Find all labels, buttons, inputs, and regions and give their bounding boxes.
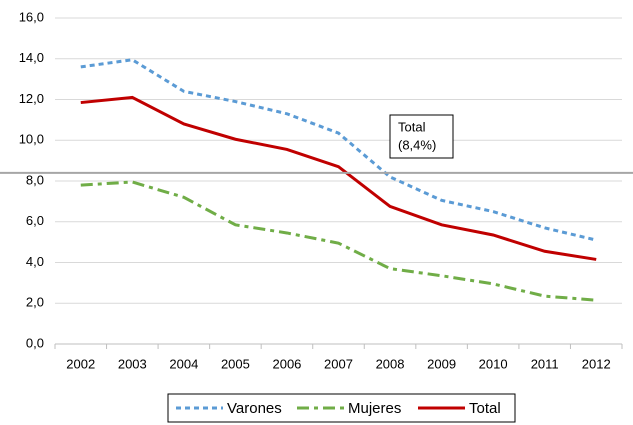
series-line	[80, 58, 597, 242]
annotation-text: Total	[398, 119, 426, 134]
x-tick-label: 2006	[272, 356, 301, 371]
y-tick-label: 0,0	[26, 335, 44, 350]
x-tick-label: 2008	[376, 356, 405, 371]
y-tick-label: 10,0	[19, 132, 44, 147]
series-line	[80, 180, 597, 302]
y-tick-label: 14,0	[19, 50, 44, 65]
x-tick-label: 2009	[427, 356, 456, 371]
y-tick-label: 4,0	[26, 254, 44, 269]
x-tick-label: 2011	[531, 356, 559, 371]
legend-label: Mujeres	[348, 400, 401, 417]
y-tick-label: 12,0	[19, 91, 44, 106]
y-tick-label: 8,0	[26, 172, 44, 187]
x-tick-label: 2012	[582, 356, 611, 371]
y-tick-label: 16,0	[19, 9, 44, 24]
x-tick-label: 2003	[118, 356, 147, 371]
y-tick-label: 2,0	[26, 295, 44, 310]
x-tick-label: 2002	[66, 356, 95, 371]
x-tick-label: 2007	[324, 356, 353, 371]
annotation-text: (8,4%)	[398, 137, 436, 152]
legend-label: Total	[469, 400, 501, 417]
x-tick-label: 2005	[221, 356, 250, 371]
x-tick-label: 2004	[169, 356, 198, 371]
series-line	[80, 95, 597, 261]
annotation-box	[389, 114, 454, 159]
legend: Varones Mujeres Total	[167, 393, 516, 423]
x-tick-label: 2010	[479, 356, 508, 371]
y-tick-label: 6,0	[26, 213, 44, 228]
legend-label: Varones	[227, 400, 282, 417]
